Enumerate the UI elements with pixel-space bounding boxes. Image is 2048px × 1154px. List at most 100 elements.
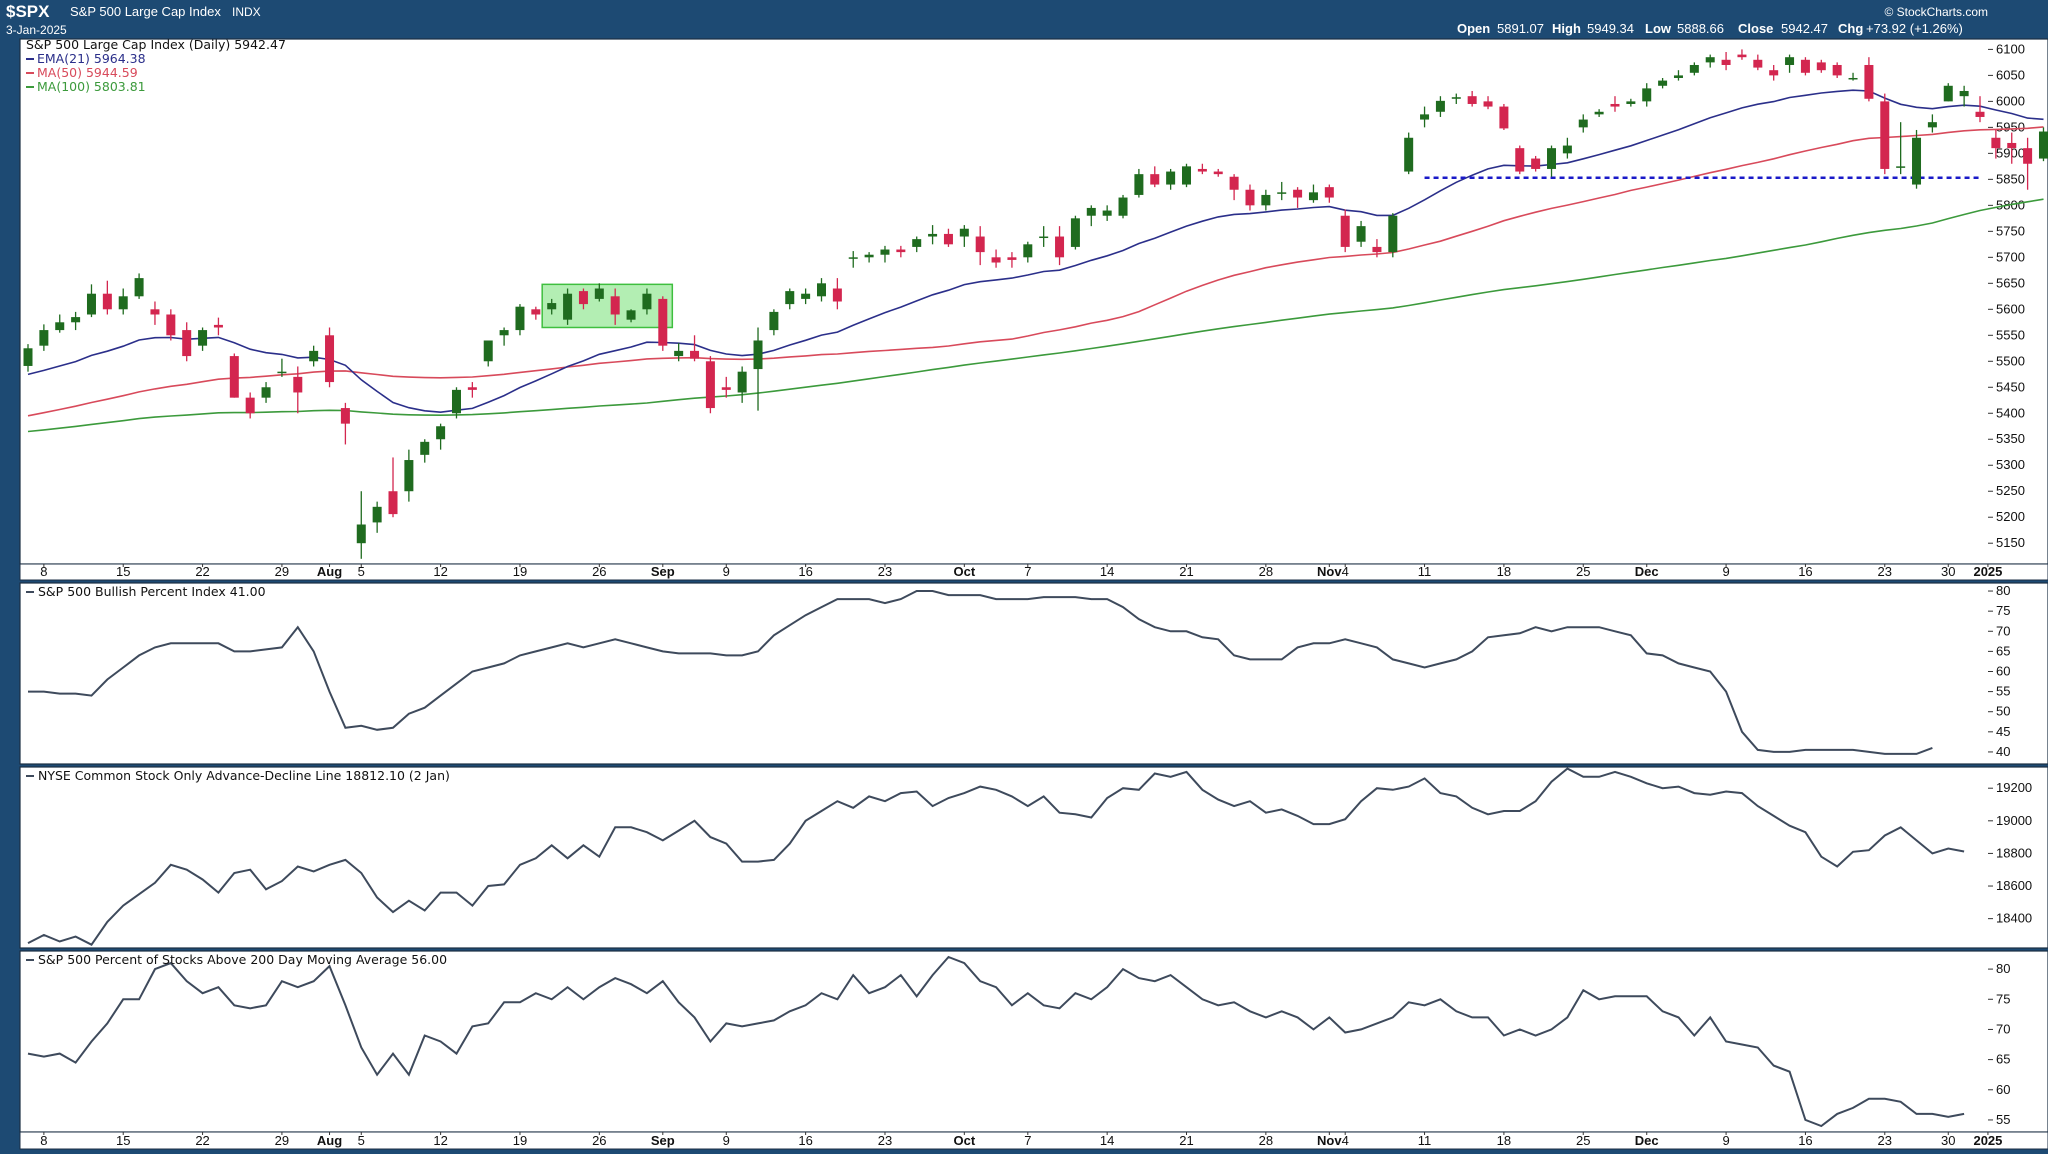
candle-body — [1689, 64, 1699, 73]
date-label: 16 — [798, 1133, 812, 1148]
plot-area — [20, 39, 1988, 564]
candle-body — [198, 330, 208, 346]
candle-body — [436, 426, 446, 440]
y-tick-label: 5400 — [1996, 405, 2025, 420]
date-label: 18 — [1497, 564, 1511, 579]
y-tick-label: 65 — [1996, 1052, 2010, 1067]
y-tick-label: 5150 — [1996, 535, 2025, 550]
candle-body — [690, 350, 700, 359]
y-tick-label: 6000 — [1996, 93, 2025, 108]
candle-body — [1578, 119, 1588, 128]
candle-body — [213, 324, 223, 328]
candle-body — [150, 309, 160, 315]
candle-body — [1086, 207, 1096, 216]
legend-ma100-label: MA(100) 5803.81 — [37, 79, 146, 94]
candle-body — [959, 228, 969, 237]
candle-body — [1277, 192, 1287, 194]
candle-body — [753, 340, 763, 370]
candle-body — [1610, 103, 1620, 107]
candle-body — [1293, 189, 1303, 198]
candle-body — [1308, 192, 1318, 201]
y-tick-label: 5450 — [1996, 379, 2025, 394]
candle-body — [1562, 145, 1572, 154]
date-label: 26 — [592, 1133, 606, 1148]
y-tick-label: 5600 — [1996, 301, 2025, 316]
open-value: 5891.07 — [1497, 21, 1544, 36]
date-label: 29 — [275, 1133, 289, 1148]
candle-body — [1229, 176, 1239, 190]
candle-body — [578, 291, 588, 305]
candle-body — [1388, 215, 1398, 253]
candle-body — [1912, 137, 1922, 185]
legend-main-label: S&P 500 Large Cap Index (Daily) 5942.47 — [26, 37, 286, 52]
candle-body — [420, 441, 430, 455]
y-tick-label: 5350 — [1996, 431, 2025, 446]
y-tick-label: 75 — [1996, 603, 2010, 618]
date-label: 11 — [1418, 564, 1432, 579]
candle-body — [1959, 90, 1969, 97]
date-label: Oct — [953, 564, 975, 579]
high-value: 5949.34 — [1587, 21, 1634, 36]
y-tick-label: 60 — [1996, 663, 2010, 678]
date-label: 14 — [1100, 1133, 1114, 1148]
candle-body — [1499, 106, 1509, 129]
candle-body — [1705, 57, 1715, 63]
date-label: 25 — [1576, 564, 1590, 579]
date-label: 8 — [40, 1133, 47, 1148]
candle-body — [658, 298, 668, 346]
highlight-box — [541, 283, 674, 329]
y-tick-label: 6050 — [1996, 67, 2025, 82]
price-axis-area — [1988, 39, 2048, 564]
candle-body — [943, 233, 953, 245]
y-tick-label: 5700 — [1996, 249, 2025, 264]
candle-body — [1515, 148, 1525, 172]
candle-body — [1769, 70, 1779, 76]
candle-body — [166, 314, 176, 336]
candle-body — [1102, 210, 1112, 216]
date-label: Nov — [1317, 1133, 1342, 1148]
date-label: 9 — [1722, 564, 1729, 579]
candle-body — [1880, 101, 1890, 169]
candle-body — [1261, 194, 1271, 206]
date-label: 26 — [592, 564, 606, 579]
date-label: 15 — [116, 1133, 130, 1148]
date-label: 21 — [1179, 564, 1193, 579]
candle-body — [483, 340, 493, 362]
candle-body — [404, 460, 414, 492]
price-axis-area — [1988, 767, 2048, 948]
price-axis-area — [1988, 951, 2048, 1132]
date-label: Dec — [1635, 1133, 1659, 1148]
price-date-axis: 8 15 22 29 Aug 5 12 19 26 Sep 9 16 23 Oct 7 14 21 28 Nov 4 1… — [19, 563, 2048, 581]
candle-body — [388, 491, 398, 515]
candle-body — [864, 254, 874, 258]
candle-body — [1150, 174, 1160, 185]
date-label: 19 — [513, 1133, 527, 1148]
indicator-title: NYSE Common Stock Only Advance-Decline L… — [38, 768, 450, 783]
candle-body — [2007, 142, 2017, 149]
candle-body — [1547, 148, 1557, 169]
y-tick-label: 5250 — [1996, 483, 2025, 498]
candle-body — [356, 524, 366, 544]
candle-body — [39, 330, 49, 346]
candle-body — [118, 296, 128, 310]
date-label: 29 — [275, 564, 289, 579]
date-label: 14 — [1100, 564, 1114, 579]
y-tick-label: 18400 — [1996, 911, 2032, 926]
date-label: 30 — [1941, 564, 1955, 579]
index-name: S&P 500 Large Cap Index — [70, 4, 221, 19]
plot-area — [20, 951, 1988, 1132]
date-label: Sep — [651, 564, 675, 579]
candle-body — [547, 303, 557, 310]
date-label: Aug — [317, 564, 342, 579]
candle-body — [467, 387, 477, 390]
candle-body — [1213, 171, 1223, 175]
candle-body — [1039, 236, 1049, 239]
y-tick-label: 45 — [1996, 724, 2010, 739]
candle-body — [245, 397, 255, 414]
candle-body — [531, 309, 541, 315]
chart-date: 3-Jan-2025 — [6, 23, 67, 37]
candle-body — [1673, 75, 1683, 78]
candle-body — [1023, 244, 1033, 258]
date-label: 16 — [1798, 1133, 1812, 1148]
